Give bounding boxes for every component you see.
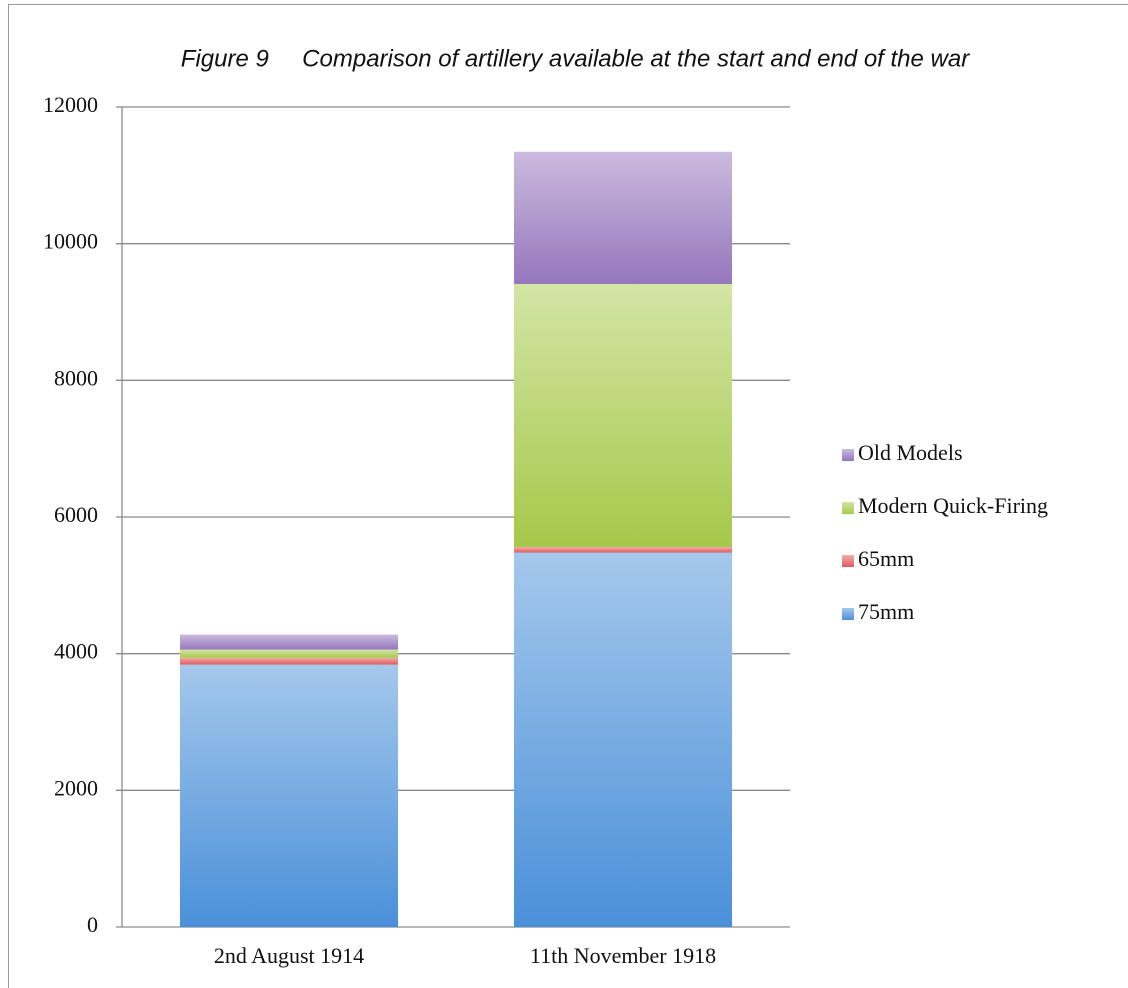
x-tick-label: 11th November 1918 — [530, 943, 716, 968]
bar-segment — [180, 634, 398, 650]
bar-segment — [180, 649, 398, 658]
y-tick-label: 10000 — [43, 229, 98, 254]
y-tick-label: 8000 — [54, 365, 98, 390]
bar-segment — [514, 151, 732, 284]
legend-swatch — [842, 555, 854, 567]
legend-label: 75mm — [858, 599, 914, 624]
legend-swatch — [842, 502, 854, 514]
bar-segment — [514, 547, 732, 553]
y-tick-label: 4000 — [54, 639, 98, 664]
legend-swatch — [842, 449, 854, 461]
y-tick-label: 0 — [87, 912, 98, 937]
bar-segment — [514, 552, 732, 927]
legend-swatch — [842, 608, 854, 620]
legend-label: Modern Quick-Firing — [858, 493, 1048, 518]
y-tick-label: 12000 — [43, 92, 98, 117]
bar-segment — [514, 283, 732, 548]
legend-label: 65mm — [858, 546, 914, 571]
chart-title: Figure 9 Comparison of artillery availab… — [181, 45, 970, 72]
bar-segment — [180, 657, 398, 665]
y-tick-label: 2000 — [54, 775, 98, 800]
legend-label: Old Models — [858, 440, 963, 465]
bar-segment — [180, 664, 398, 927]
y-tick-label: 6000 — [54, 502, 98, 527]
x-tick-label: 2nd August 1914 — [214, 943, 364, 968]
frame — [8, 4, 1128, 988]
